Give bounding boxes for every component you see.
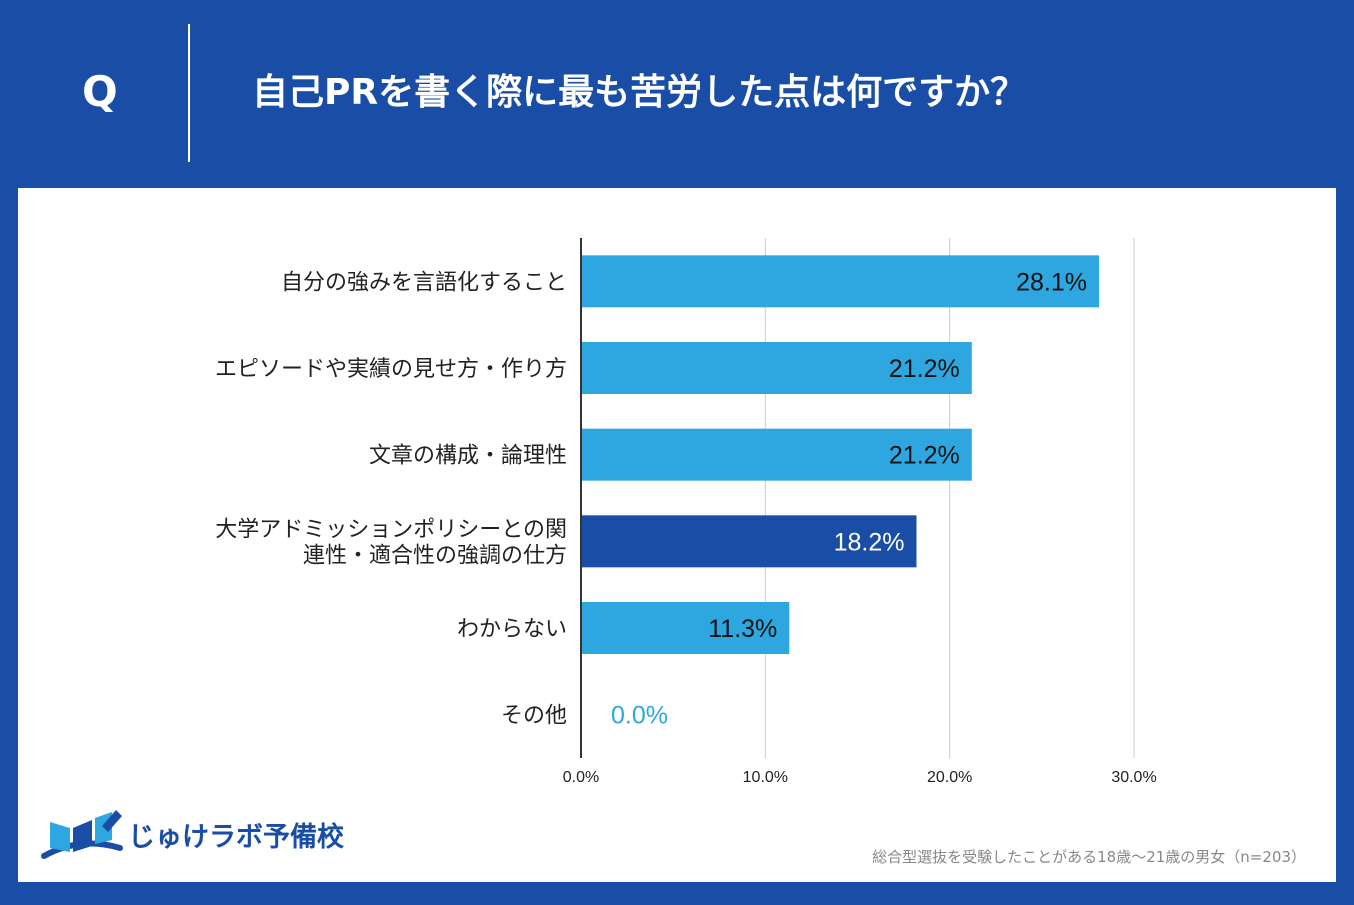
chart-panel: 0.0% 10.0% 20.0% 30.0% 28.1% 自分の強みを言語化すること 21.…	[18, 188, 1336, 882]
bar-3	[581, 515, 917, 568]
value-label-1: 21.2%	[889, 355, 960, 383]
header: Q 自己PRを書く際に最も苦労した点は何ですか？	[0, 0, 1354, 188]
x-tick-label-1: 10.0%	[743, 769, 788, 786]
value-label-5: 0.0%	[611, 702, 668, 730]
logo-text: じゅけラボ予備校	[128, 822, 344, 853]
x-tick-label-3: 30.0%	[1111, 769, 1156, 786]
book-logo-icon	[41, 810, 123, 859]
logo: じゅけラボ予備校	[40, 808, 360, 868]
question-title: 自己PRを書く際に最も苦労した点は何ですか？	[252, 72, 1027, 113]
bar-2	[581, 428, 972, 481]
value-label-4: 11.3%	[708, 615, 777, 643]
bar-0	[581, 255, 1099, 308]
x-tick-label-2: 20.0%	[927, 769, 972, 786]
category-label-3-line-0: 大学アドミッションポリシーとの関	[215, 517, 567, 542]
category-label-5: その他	[501, 704, 567, 729]
value-label-3: 18.2%	[834, 528, 905, 556]
category-label-2: 文章の構成・論理性	[369, 444, 567, 469]
bar-chart: 0.0% 10.0% 20.0% 30.0% 28.1% 自分の強みを言語化すること 21.…	[215, 238, 1157, 786]
category-label-4: わからない	[457, 617, 567, 642]
sample-note: 総合型選抜を受験したことがある18歳～21歳の男女（n=203）	[872, 848, 1306, 866]
header-divider	[188, 24, 190, 162]
value-label-0: 28.1%	[1016, 268, 1087, 296]
bar-4	[581, 602, 790, 654]
question-mark-label: Q	[82, 67, 118, 116]
category-label-1: エピソードや実績の見せ方・作り方	[215, 357, 567, 382]
category-label-0: 自分の強みを言語化すること	[281, 270, 567, 295]
x-tick-label-0: 0.0%	[563, 769, 599, 786]
value-label-2: 21.2%	[889, 442, 960, 470]
bar-1	[581, 342, 972, 394]
category-label-3-line-1: 連性・適合性の強調の仕方	[303, 543, 567, 568]
